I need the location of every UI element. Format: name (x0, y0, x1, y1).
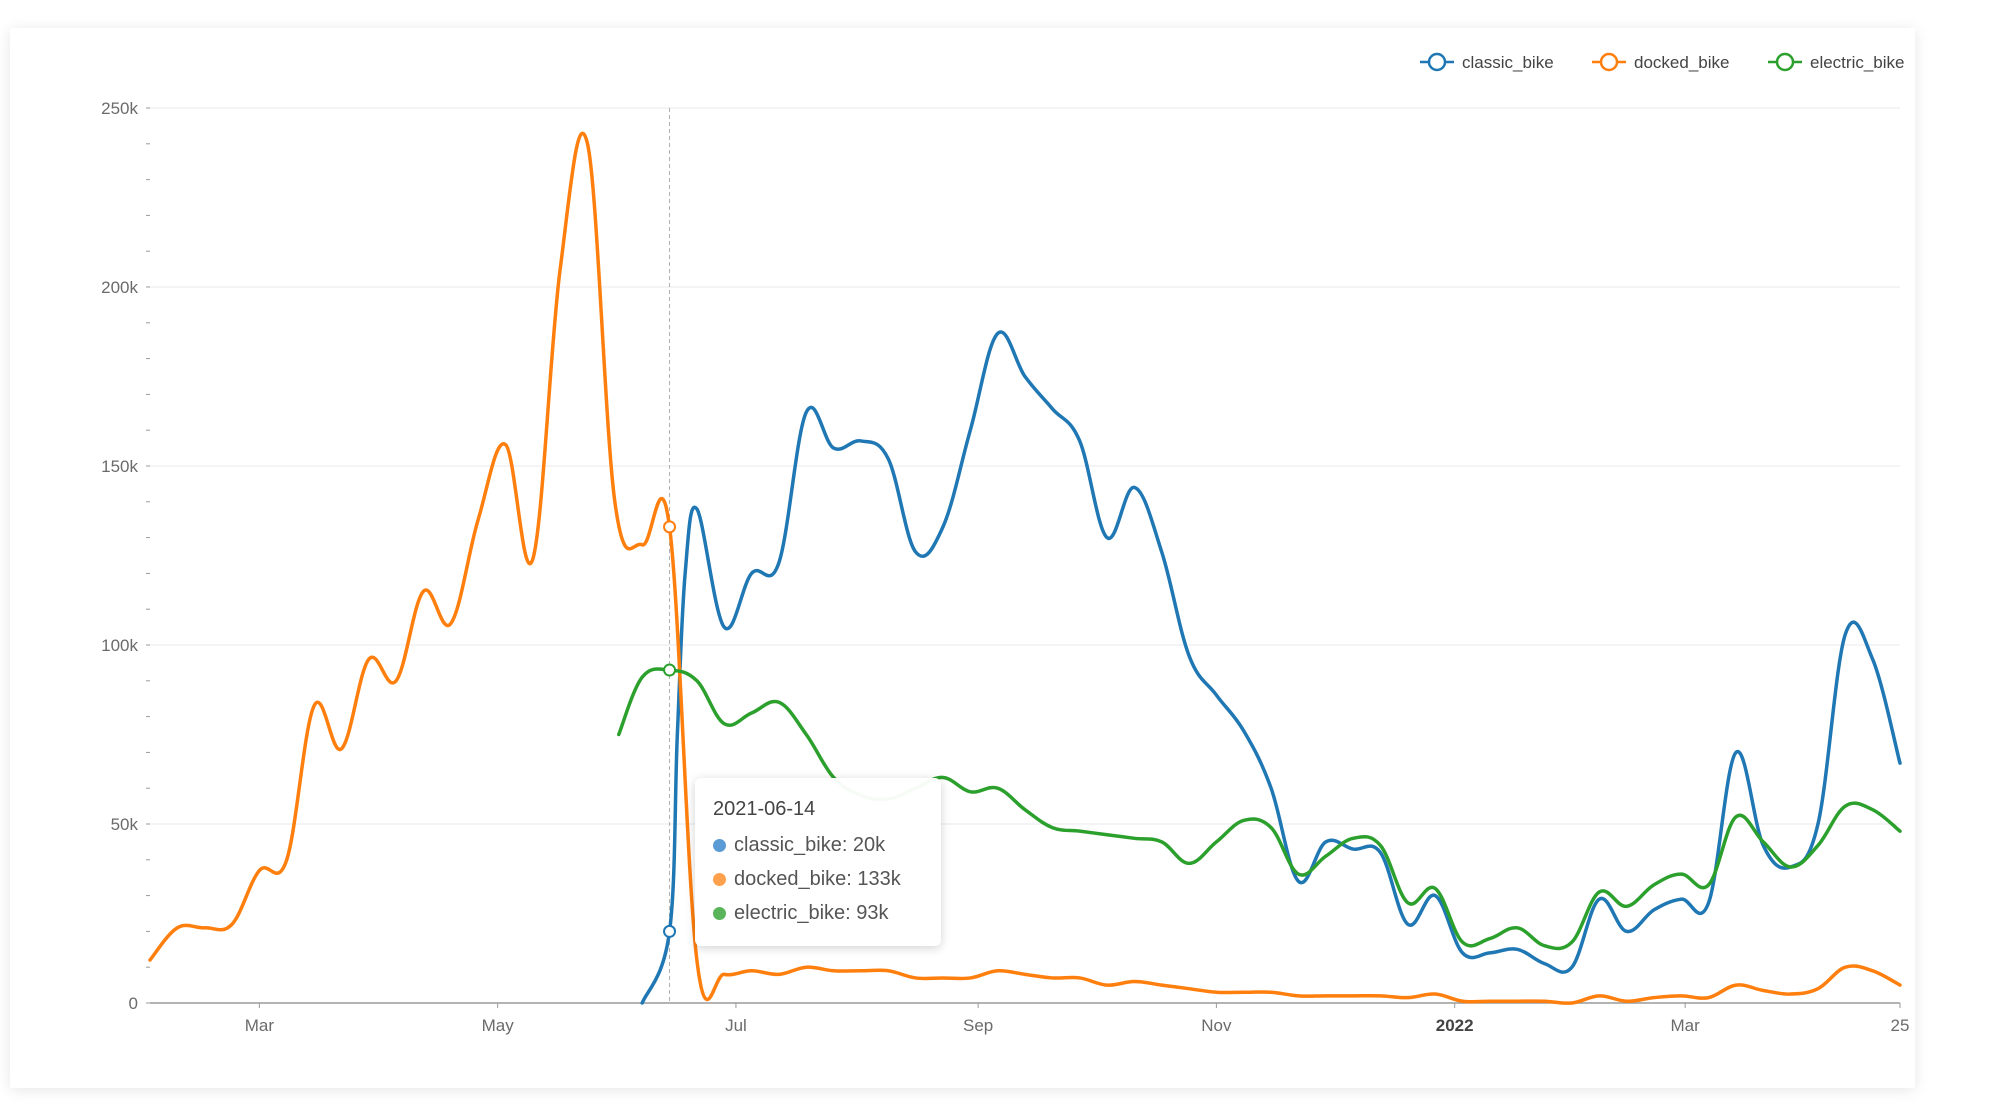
legend-label: docked_bike (1634, 53, 1729, 72)
series-line-docked-bike[interactable] (148, 131, 1902, 1005)
y-tick-label: 0 (129, 994, 138, 1013)
series-line-classic-bike[interactable] (640, 330, 1902, 1005)
x-tick-label: Mar (245, 1016, 275, 1035)
hover-markers (663, 520, 677, 938)
hover-point-docked-bike (663, 520, 677, 534)
y-tick-label: 250k (101, 99, 138, 118)
legend-label: classic_bike (1462, 53, 1554, 72)
legend-marker-icon (1427, 52, 1447, 72)
tooltip-row-docked: docked_bike: 133k (713, 868, 901, 891)
legend-marker-icon (1775, 52, 1795, 72)
series-line-electric-bike[interactable] (617, 667, 1902, 951)
tooltip-label: electric_bike: 93k (734, 902, 889, 924)
legend-marker-icon (1599, 52, 1619, 72)
hover-point-classic-bike (663, 924, 677, 938)
tooltip-label: classic_bike: 20k (734, 834, 886, 856)
chart-card (10, 28, 1915, 1088)
legend[interactable]: classic_bike docked_bike electric_bike (1420, 52, 1905, 72)
tooltip: 2021-06-14 classic_bike: 20k docked_bike… (695, 778, 941, 946)
legend-item-electric-bike[interactable]: electric_bike (1768, 52, 1905, 72)
y-tick-label: 100k (101, 636, 138, 655)
y-tick-label: 150k (101, 457, 138, 476)
hover-point-electric-bike (663, 663, 677, 677)
tooltip-row-electric: electric_bike: 93k (713, 902, 889, 925)
x-tick-label: Jul (725, 1016, 747, 1035)
legend-item-classic-bike[interactable]: classic_bike (1420, 52, 1554, 72)
x-tick-label: Mar (1671, 1016, 1701, 1035)
x-tick-label: 2022 (1436, 1016, 1474, 1035)
y-tick-label: 50k (111, 815, 139, 834)
x-tick-label: Nov (1201, 1016, 1232, 1035)
y-axis: 0 50k 100k 150k 200k 250k (101, 99, 138, 1013)
series-lines[interactable] (148, 131, 1902, 1005)
legend-label: electric_bike (1810, 53, 1905, 72)
x-tick-label: Sep (963, 1016, 993, 1035)
gridlines (150, 107, 1900, 1004)
x-axis: Mar May Jul Sep Nov 2022 Mar 25 (245, 1003, 1910, 1035)
tooltip-label: docked_bike: 133k (734, 868, 901, 890)
legend-item-docked-bike[interactable]: docked_bike (1592, 52, 1729, 72)
tooltip-row-classic: classic_bike: 20k (713, 834, 885, 857)
tooltip-date: 2021-06-14 (713, 798, 816, 820)
electric-dot-icon (713, 907, 726, 920)
y-tick-label: 200k (101, 278, 138, 297)
classic-dot-icon (713, 839, 726, 852)
docked-dot-icon (713, 873, 726, 886)
x-tick-label: 25 (1891, 1016, 1910, 1035)
y-minor-ticks (146, 107, 150, 1004)
x-tick-label: May (482, 1016, 515, 1035)
